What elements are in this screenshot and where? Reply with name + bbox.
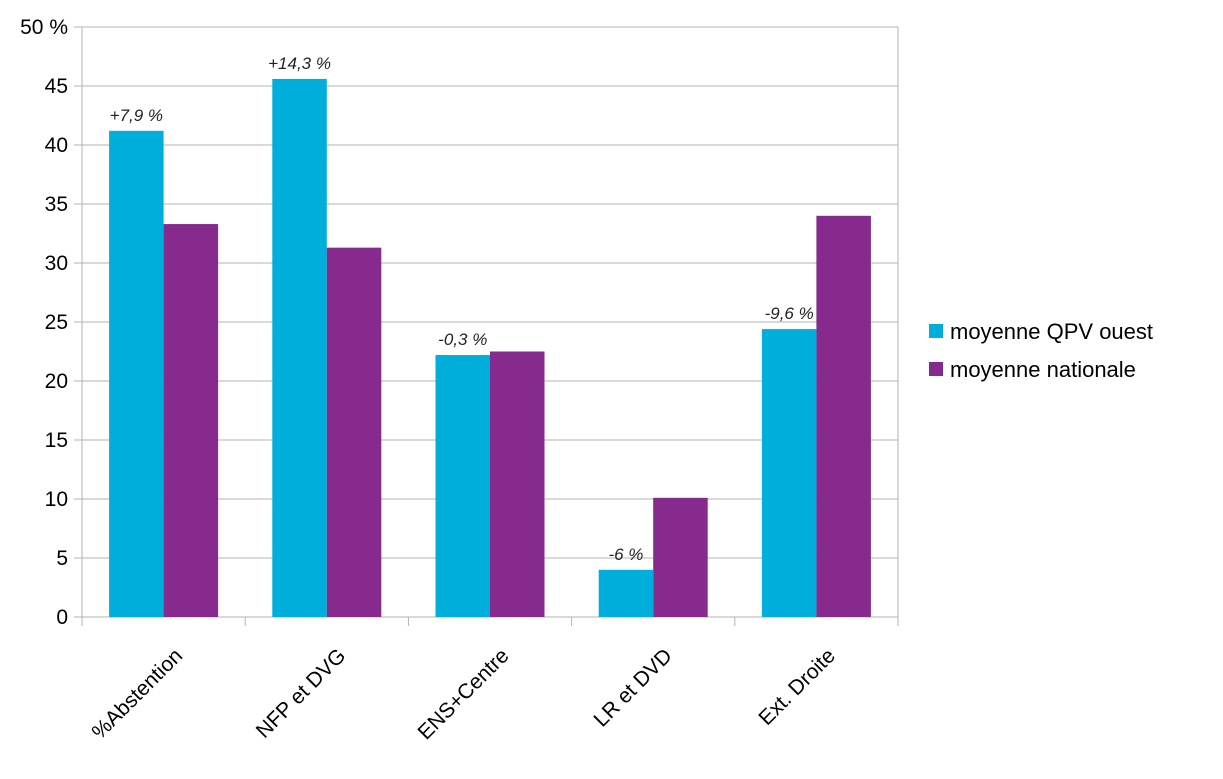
x-tick-labels: %Abstention NFP et DVG ENS+Centre LR et DVD…	[87, 644, 839, 744]
bars	[109, 78, 871, 618]
bar-qpv-ouest	[761, 329, 817, 617]
y-tick-label: 0	[56, 606, 68, 629]
data-label: -6 %	[608, 545, 643, 564]
bar-nationale	[326, 247, 382, 617]
data-labels: +7,9 % +14,3 % -0,3 % -6 % -9,6 %	[110, 54, 814, 564]
legend: moyenne QPV ouest moyenne nationale	[929, 319, 1153, 382]
bar-qpv-ouest	[272, 78, 327, 618]
y-tick-label: 10	[45, 488, 68, 511]
bar-nationale	[163, 224, 219, 617]
bar-nationale	[490, 351, 545, 617]
bar-nationale	[816, 215, 871, 618]
x-tick-label: ENS+Centre	[413, 644, 513, 744]
data-label: -9,6 %	[765, 304, 814, 323]
x-tick-label: NFP et DVG	[252, 644, 351, 743]
bar-qpv-ouest	[109, 130, 164, 617]
y-tick-label: 45	[45, 75, 68, 98]
y-tick-label: 40	[45, 134, 68, 157]
y-tick-label: 5	[56, 547, 68, 570]
bar-qpv-ouest	[598, 569, 654, 617]
x-tick-label: LR et DVD	[589, 644, 676, 731]
bar-nationale	[653, 497, 708, 617]
data-label: -0,3 %	[438, 330, 487, 349]
y-tick-label: 25	[45, 311, 68, 334]
x-tick-label: %Abstention	[87, 644, 187, 744]
y-tick-label: 30	[45, 252, 68, 275]
legend-label: moyenne nationale	[950, 357, 1136, 382]
bar-qpv-ouest	[435, 355, 490, 617]
y-tick-label: 50 %	[20, 16, 68, 39]
x-tick-label: Ext. Droite	[754, 644, 840, 730]
y-tick-label: 35	[45, 193, 68, 216]
legend-label: moyenne QPV ouest	[950, 319, 1153, 344]
legend-swatch	[929, 324, 943, 338]
y-tick-labels: 0 5 10 15 20 25 30 35 40 45 50 %	[20, 16, 68, 629]
y-tick-label: 15	[45, 429, 68, 452]
data-label: +7,9 %	[110, 106, 163, 125]
y-tick-label: 20	[45, 370, 68, 393]
data-label: +14,3 %	[268, 54, 331, 73]
legend-swatch	[929, 362, 943, 376]
